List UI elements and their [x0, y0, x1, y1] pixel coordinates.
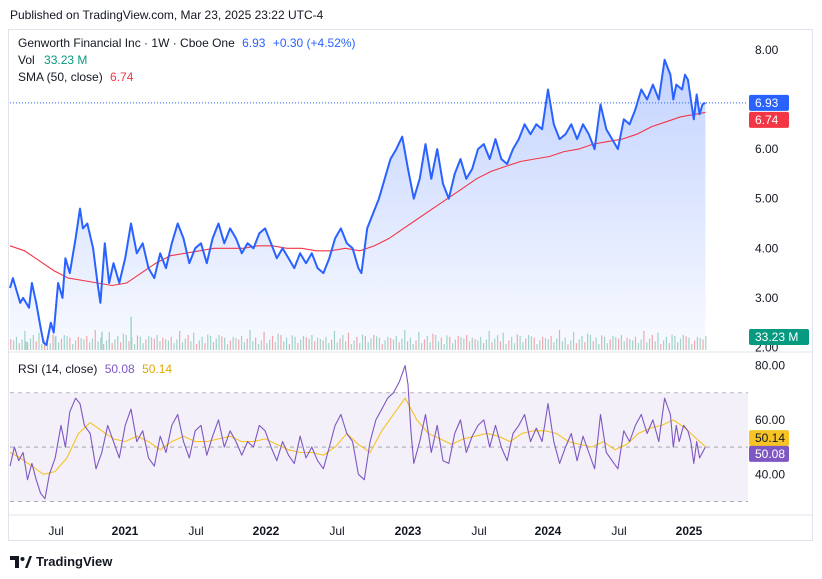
time-axis-label: 2021 [112, 524, 139, 538]
price-axis-label: 3.00 [755, 291, 779, 305]
price-change: +0.30 (+4.52%) [272, 36, 356, 50]
time-axis-label: Jul [188, 524, 203, 538]
rsi-label: RSI (14, close) [18, 362, 98, 376]
price-badge: 6.93 [755, 96, 779, 110]
sma-label: SMA (50, close) [18, 70, 103, 84]
volume-bar [705, 335, 707, 350]
rsi-ma-badge: 50.14 [755, 431, 785, 445]
time-axis-label: 2024 [535, 524, 562, 538]
time-axis-label: Jul [48, 524, 63, 538]
price-axis-label: 8.00 [755, 43, 779, 57]
price-line [9, 58, 706, 346]
tradingview-logo-icon [10, 555, 32, 568]
tradingview-wordmark: TradingView [36, 554, 113, 569]
volume-label: Vol [18, 53, 35, 67]
price-badge-bg [749, 94, 789, 111]
sma-legend: SMA (50, close) 6.74 [18, 70, 133, 84]
rsi-legend: RSI (14, close) 50.08 50.14 [18, 362, 172, 376]
chart-frame [8, 29, 813, 541]
symbol-legend: Genworth Financial Inc · 1W · Cboe One 6… [18, 36, 356, 50]
rsi-ma-badge-bg [749, 430, 789, 447]
published-caption: Published on TradingView.com, Mar 23, 20… [10, 8, 324, 22]
rsi-ma-line [9, 397, 706, 475]
rsi-line [9, 365, 706, 500]
volume-badge-bg [749, 329, 809, 345]
volume-value: 33.23 M [44, 53, 88, 67]
time-axis-label: 2023 [395, 524, 422, 538]
price-axis-label: 6.00 [755, 142, 779, 156]
rsi-badge: 50.08 [755, 447, 785, 461]
price-axis-label: 4.00 [755, 241, 779, 255]
rsi-ma-value: 50.14 [142, 362, 173, 376]
tradingview-brand: TradingView [10, 554, 112, 569]
time-axis-label: 2025 [676, 524, 703, 538]
time-axis-label: Jul [611, 524, 626, 538]
volume-legend: Vol 33.23 M [18, 53, 87, 67]
rsi-axis-label: 40.00 [755, 467, 785, 481]
volume-badge: 33.23 M [755, 330, 798, 344]
symbol-title: Genworth Financial Inc · 1W · Cboe One [18, 36, 235, 50]
rsi-badge-bg [749, 445, 789, 462]
rsi-axis-label: 60.00 [755, 413, 785, 427]
rsi-axis-label: 80.00 [755, 359, 785, 373]
price-area-fill [10, 59, 706, 351]
sma-value: 6.74 [110, 70, 134, 84]
time-axis-label: Jul [471, 524, 486, 538]
price-axis-label: 5.00 [755, 192, 779, 206]
sma-badge: 6.74 [755, 113, 779, 127]
time-axis-label: 2022 [253, 524, 280, 538]
price-value: 6.93 [242, 36, 266, 50]
sma-badge-bg [749, 111, 789, 128]
time-axis-label: Jul [329, 524, 344, 538]
rsi-value: 50.08 [104, 362, 135, 376]
